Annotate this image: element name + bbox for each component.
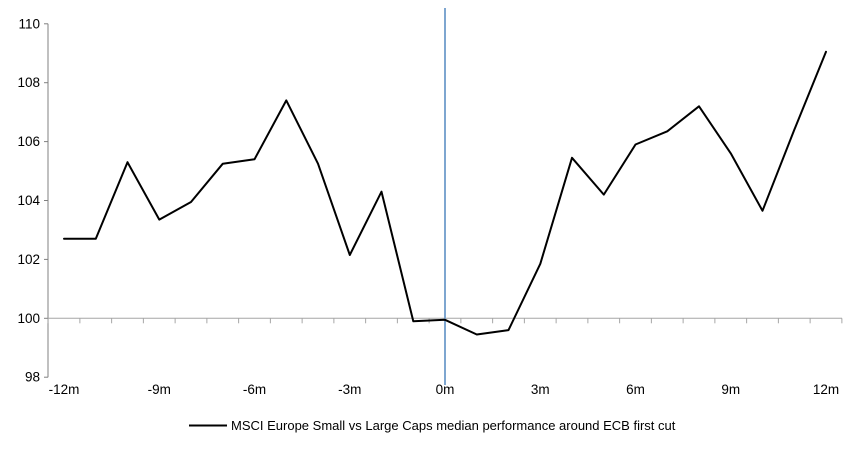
- x-tick-label: 3m: [531, 382, 550, 397]
- x-tick-label: -6m: [243, 382, 266, 397]
- x-tick-label: -12m: [49, 382, 80, 397]
- x-tick-label: -3m: [338, 382, 361, 397]
- series-line: [63, 50, 827, 336]
- chart-legend: MSCI Europe Small vs Large Caps median p…: [189, 418, 676, 433]
- x-tick-label: 12m: [813, 382, 839, 397]
- chart-plot-area: 110 108 106 104 102 100 98 -12m -9m -6m -3m 0m 3m 6m 9…: [17, 8, 843, 397]
- y-tick-label: 104: [17, 193, 40, 208]
- x-tick-label: 6m: [626, 382, 645, 397]
- y-tick-label: 100: [17, 311, 40, 326]
- y-tick-label: 110: [18, 16, 40, 31]
- x-tick-label: 9m: [721, 382, 740, 397]
- legend-label: MSCI Europe Small vs Large Caps median p…: [231, 418, 676, 433]
- y-tick-label: 98: [25, 370, 40, 385]
- x-tick-label: -9m: [148, 382, 171, 397]
- y-tick-label: 106: [17, 134, 40, 149]
- x-tick-label: 0m: [436, 382, 455, 397]
- y-tick-label: 108: [17, 75, 40, 90]
- y-tick-label: 102: [17, 252, 40, 267]
